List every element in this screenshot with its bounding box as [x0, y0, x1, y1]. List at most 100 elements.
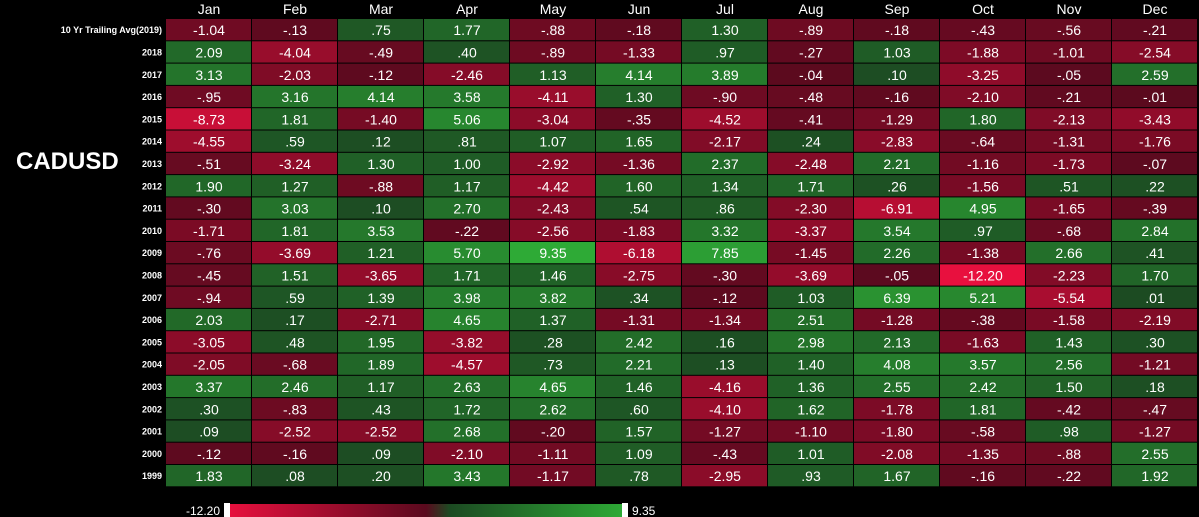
heatmap-cell	[510, 41, 595, 63]
heatmap-cell	[940, 331, 1025, 353]
cell-value-label: -.27	[799, 44, 823, 60]
heatmap-cell	[682, 242, 767, 264]
row-label: 2013	[142, 159, 162, 169]
cell-value-label: 3.03	[281, 201, 308, 217]
cell-value-label: -.39	[1143, 201, 1167, 217]
cell-value-label: -2.95	[709, 468, 741, 484]
heatmap-cell	[682, 152, 767, 175]
scale-max-label: 9.35	[632, 504, 656, 517]
heatmap-cell	[940, 219, 1025, 241]
cell-value-label: -.68	[283, 357, 307, 373]
cell-value-label: -.42	[1057, 401, 1081, 417]
heatmap-cell	[768, 420, 853, 442]
heatmap-cell	[252, 219, 337, 241]
heatmap-cell	[1026, 353, 1111, 375]
cell-value-label: .20	[371, 468, 391, 484]
heatmap-cell	[166, 465, 251, 487]
heatmap-cell	[338, 465, 423, 487]
cell-value-label: -1.35	[967, 446, 999, 462]
heatmap-cell	[424, 242, 509, 264]
cell-value-label: -.95	[197, 89, 221, 105]
cell-value-label: 4.65	[539, 379, 566, 395]
heatmap-cell	[768, 398, 853, 420]
cell-value-label: -2.30	[795, 201, 827, 217]
heatmap-cell	[854, 130, 939, 152]
row-label: 2015	[142, 114, 162, 124]
cell-value-label: -.21	[1143, 22, 1167, 38]
heatmap-cell	[510, 108, 595, 130]
cell-value-label: 3.16	[281, 89, 308, 105]
heatmap-cell	[854, 353, 939, 375]
cell-value-label: 1.01	[797, 446, 824, 462]
row-label: 1999	[142, 471, 162, 481]
heatmap-cell	[940, 420, 1025, 442]
heatmap-cell	[854, 41, 939, 63]
cell-value-label: 1.17	[367, 379, 394, 395]
heatmap-cell	[768, 108, 853, 130]
heatmap-cell	[424, 152, 509, 175]
heatmap-cell	[510, 219, 595, 241]
cell-value-label: -1.80	[881, 424, 913, 440]
heatmap-cell	[338, 41, 423, 63]
cell-value-label: .43	[371, 401, 391, 417]
cell-value-label: 2.46	[281, 379, 308, 395]
heatmap-cell	[338, 19, 423, 41]
cell-value-label: .30	[199, 401, 219, 417]
cell-value-label: -2.48	[795, 156, 827, 172]
scale-min-handle[interactable]	[224, 503, 230, 517]
heatmap-cell	[768, 242, 853, 264]
row-labels: 10 Yr Trailing Avg(2019) 2018 2017 2016 2015…	[61, 25, 162, 481]
heatmap-cell	[768, 331, 853, 353]
cell-value-label: -1.63	[967, 334, 999, 350]
heatmap-cell	[252, 130, 337, 152]
cell-value-label: .75	[371, 22, 391, 38]
cell-value-label: 1.17	[453, 178, 480, 194]
heatmap-cell	[940, 308, 1025, 331]
heatmap-cell	[854, 308, 939, 331]
heatmap-cell	[596, 398, 681, 420]
cell-value-label: -.05	[1057, 67, 1081, 83]
heatmap-cell	[510, 286, 595, 308]
cell-value-label: -1.88	[967, 44, 999, 60]
cell-value-label: -.12	[713, 290, 737, 306]
heatmap-cell	[940, 197, 1025, 219]
cell-value-label: 2.42	[625, 334, 652, 350]
heatmap-cell	[424, 353, 509, 375]
heatmap-cell	[166, 242, 251, 264]
cell-value-label: -2.75	[623, 267, 655, 283]
cell-value-label: 2.63	[453, 379, 480, 395]
scale-max-handle[interactable]	[622, 503, 628, 517]
heatmap-cell	[252, 242, 337, 264]
cell-value-label: -2.52	[279, 424, 311, 440]
cell-value-label: .97	[973, 223, 993, 239]
cell-value-label: -.89	[799, 22, 823, 38]
heatmap-cell	[682, 442, 767, 464]
cell-value-label: -.20	[541, 424, 565, 440]
heatmap-cell	[596, 41, 681, 63]
cell-value-label: -.16	[283, 446, 307, 462]
cell-value-label: 2.51	[797, 312, 824, 328]
cell-value-label: -3.25	[967, 67, 999, 83]
cell-value-label: .28	[543, 334, 563, 350]
heatmap-cell	[252, 63, 337, 85]
cell-value-label: -4.52	[709, 111, 741, 127]
cell-value-label: -5.54	[1053, 290, 1085, 306]
heatmap-cell	[424, 130, 509, 152]
cell-value-label: 1.30	[367, 156, 394, 172]
heatmap-cell	[768, 85, 853, 108]
cell-value-label: -3.05	[193, 334, 225, 350]
cell-value-label: 1.70	[1141, 267, 1168, 283]
heatmap-cell	[424, 465, 509, 487]
heatmap-cell	[682, 175, 767, 197]
cell-value-label: 4.08	[883, 357, 910, 373]
heatmap-cell	[1026, 242, 1111, 264]
heatmap-cell	[1112, 264, 1197, 286]
heatmap-cell	[166, 353, 251, 375]
cell-value-label: -.30	[197, 201, 221, 217]
heatmap-cell	[854, 63, 939, 85]
heatmap-cell	[424, 63, 509, 85]
cell-value-label: -6.91	[881, 201, 913, 217]
month-headers: Jan Feb Mar Apr May Jun Jul Aug Sep Oct Nov Dec	[198, 1, 1168, 17]
heatmap-cell	[1026, 420, 1111, 442]
heatmap-cell	[596, 242, 681, 264]
